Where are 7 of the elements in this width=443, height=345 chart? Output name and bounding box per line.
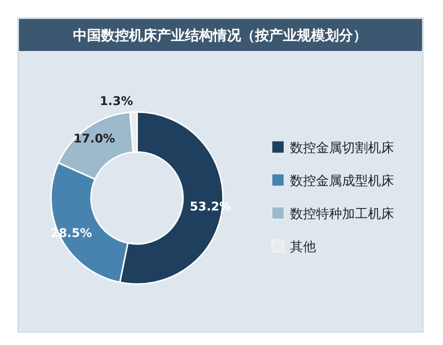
chart-title: 中国数控机床产业结构情况（按产业规模划分） [73, 27, 367, 44]
legend-label: 其他 [290, 240, 316, 255]
data-label: 1.3% [100, 94, 133, 108]
legend-label: 数控金属成型机床 [290, 174, 394, 189]
data-label: 17.0% [73, 132, 116, 146]
legend-label: 数控特种加工机床 [290, 207, 394, 222]
legend-label: 数控金属切割机床 [290, 141, 394, 156]
